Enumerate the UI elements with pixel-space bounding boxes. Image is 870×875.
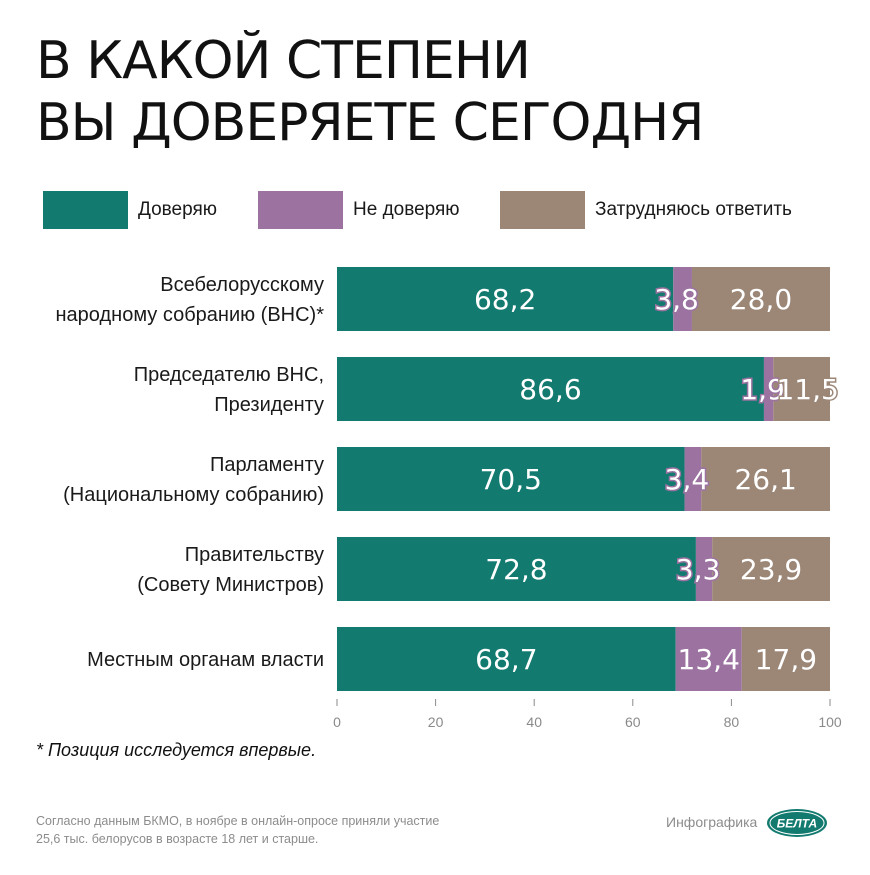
value-label-distrust: 3,3	[676, 553, 721, 586]
svg-text:БЕЛТА: БЕЛТА	[777, 817, 817, 831]
chart-title: В КАКОЙ СТЕПЕНИ ВЫ ДОВЕРЯЕТЕ СЕГОДНЯ	[36, 30, 836, 154]
category-label: народному собранию (ВНС)*	[56, 304, 325, 326]
category-label: (Национальному собранию)	[63, 484, 324, 506]
category-label: Президенту	[214, 394, 324, 416]
stacked-bar-chart: Всебелорусскому народному собранию (ВНС)*…	[56, 267, 842, 730]
category-label: Всебелорусскому	[160, 274, 324, 296]
bar-segment-undecided	[691, 267, 830, 331]
value-label-undecided: 28,0	[730, 283, 792, 316]
legend: Доверяю Не доверяю Затрудняюсь ответить	[0, 191, 870, 229]
legend-item-undecided: Затрудняюсь ответить	[500, 191, 792, 229]
legend-label-trust: Доверяю	[138, 199, 217, 220]
bar-segment-distrust	[675, 627, 742, 691]
bar-segment-trust	[337, 627, 676, 691]
footnote: * Позиция исследуется впервые.	[36, 740, 317, 760]
category-label: (Совету Министров)	[137, 574, 324, 596]
x-tick-label: 20	[428, 714, 444, 730]
value-label-trust: 72,8	[485, 553, 547, 586]
value-label-distrust: 13,4	[678, 643, 740, 676]
legend-swatch-undecided	[500, 191, 585, 229]
bar-segment-undecided	[701, 447, 830, 511]
legend-item-distrust: Не доверяю	[258, 191, 460, 229]
bar-segment-distrust	[684, 447, 702, 511]
category-label: Правительству	[185, 544, 324, 566]
infographic-credit: Инфографика	[666, 814, 758, 830]
x-tick-label: 0	[333, 714, 341, 730]
bar-segment-trust	[337, 357, 764, 421]
value-label-distrust: 3,4	[665, 463, 710, 496]
value-label-trust: 70,5	[480, 463, 542, 496]
legend-swatch-distrust	[258, 191, 343, 229]
x-tick-label: 60	[625, 714, 641, 730]
bar-segment-undecided	[741, 627, 830, 691]
bar-segment-undecided	[773, 357, 830, 421]
value-label-trust: 68,7	[475, 643, 537, 676]
belta-logo: БЕЛТА	[767, 809, 827, 837]
legend-item-trust: Доверяю	[43, 191, 217, 229]
x-tick-label: 100	[818, 714, 842, 730]
value-label-undecided: 17,9	[755, 643, 817, 676]
source-note: Согласно данным БКМО, в ноябре в онлайн-…	[36, 814, 440, 846]
bar-segment-distrust	[695, 537, 713, 601]
legend-label-undecided: Затрудняюсь ответить	[595, 199, 792, 220]
bar-segment-undecided	[712, 537, 830, 601]
bar-segment-trust	[337, 267, 674, 331]
legend-label-distrust: Не доверяю	[353, 199, 460, 220]
x-tick-label: 80	[724, 714, 740, 730]
value-label-distrust: 3,8	[654, 283, 699, 316]
value-label-distrust: 1,9	[740, 373, 785, 406]
value-label-undecided: 11,5	[776, 373, 838, 406]
value-label-trust: 86,6	[519, 373, 581, 406]
legend-swatch-trust	[43, 191, 128, 229]
value-label-undecided: 23,9	[740, 553, 802, 586]
bar-segment-distrust	[673, 267, 692, 331]
bar-segment-distrust	[763, 357, 774, 421]
category-label: Председателю ВНС,	[134, 364, 324, 386]
title-line-2: ВЫ ДОВЕРЯЕТЕ СЕГОДНЯ	[36, 93, 704, 153]
value-label-trust: 68,2	[474, 283, 536, 316]
bar-segment-trust	[337, 537, 696, 601]
category-label: Парламенту	[210, 454, 324, 476]
category-label: Местным органам власти	[87, 649, 324, 671]
bar-segment-trust	[337, 447, 685, 511]
x-tick-label: 40	[526, 714, 542, 730]
value-label-undecided: 26,1	[734, 463, 796, 496]
title-line-1: В КАКОЙ СТЕПЕНИ	[36, 31, 531, 91]
